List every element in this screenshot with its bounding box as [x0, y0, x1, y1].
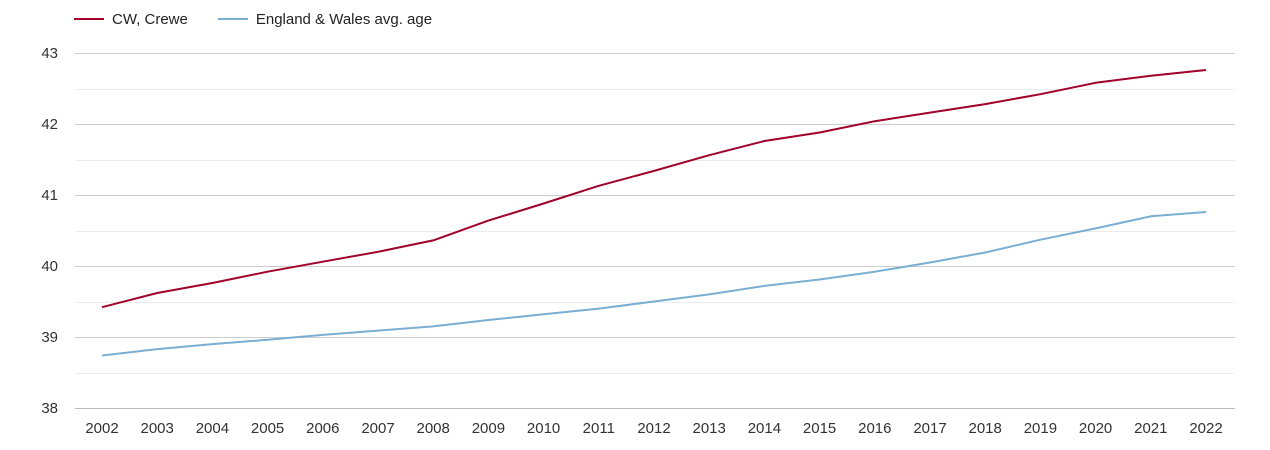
- x-tick-label: 2004: [196, 420, 229, 437]
- y-tick-label: 43: [41, 45, 58, 62]
- x-tick-label: 2008: [417, 420, 450, 437]
- y-tick-label: 39: [41, 329, 58, 346]
- x-tick-label: 2015: [803, 420, 836, 437]
- x-tick-label: 2002: [85, 420, 118, 437]
- x-tick-label: 2006: [306, 420, 339, 437]
- x-tick-label: 2012: [637, 420, 670, 437]
- legend-label-england-wales: England & Wales avg. age: [255, 10, 433, 28]
- legend-swatch-crewe: [74, 18, 104, 20]
- y-tick-label: 38: [41, 400, 58, 417]
- x-tick-label: 2010: [527, 420, 560, 437]
- x-tick-label: 2020: [1079, 420, 1112, 437]
- legend: CW, Crewe England & Wales avg. age: [74, 8, 462, 30]
- x-tick-label: 2003: [141, 420, 174, 437]
- legend-item-england-wales[interactable]: England & Wales avg. age: [217, 10, 433, 28]
- x-tick-label: 2019: [1024, 420, 1057, 437]
- x-tick-label: 2014: [748, 420, 781, 437]
- x-tick-label: 2005: [251, 420, 284, 437]
- x-tick-label: 2016: [858, 420, 891, 437]
- x-tick-label: 2011: [583, 420, 615, 437]
- x-tick-label: 2022: [1189, 420, 1222, 437]
- x-tick-label: 2007: [361, 420, 394, 437]
- x-tick-label: 2017: [913, 420, 946, 437]
- x-tick-label: 2021: [1134, 420, 1167, 437]
- x-tick-label: 2018: [969, 420, 1002, 437]
- y-tick-label: 42: [41, 116, 58, 133]
- legend-item-crewe[interactable]: CW, Crewe: [74, 11, 188, 28]
- x-tick-label: 2013: [693, 420, 726, 437]
- y-tick-label: 41: [41, 187, 58, 204]
- y-tick-label: 40: [41, 258, 58, 275]
- legend-swatch-england-wales: [217, 18, 248, 20]
- legend-label-crewe: CW, Crewe: [112, 10, 188, 28]
- x-tick-label: 2009: [472, 420, 505, 437]
- series-line-england-wales: [101, 211, 1207, 357]
- series-line-crewe: [101, 69, 1207, 309]
